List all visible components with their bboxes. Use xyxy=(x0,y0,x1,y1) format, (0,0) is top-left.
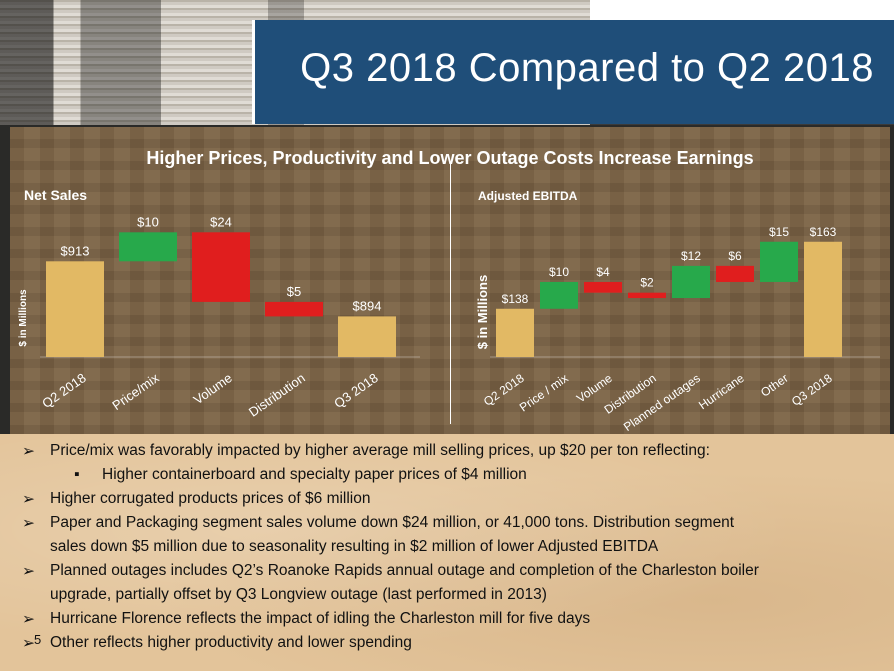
data-label: $10 xyxy=(549,265,569,279)
data-label: $913 xyxy=(61,243,90,258)
x-tick-label: Price / mix xyxy=(517,371,571,415)
y-axis-label: $ in Millions xyxy=(475,275,490,349)
bullet-text: Higher containerboard and specialty pape… xyxy=(102,466,527,483)
data-label: $4 xyxy=(596,265,610,279)
bullet-text: Other reflects higher productivity and l… xyxy=(50,634,412,651)
data-label: $894 xyxy=(353,298,382,313)
bullet-item: ➢ Paper and Packaging segment sales volum… xyxy=(22,514,734,532)
arrow-bullet-icon: ➢ xyxy=(22,491,35,508)
arrow-bullet-icon: ➢ xyxy=(22,611,35,628)
bar-increase xyxy=(540,281,578,309)
commentary-panel xyxy=(0,434,894,671)
data-label: $2 xyxy=(640,276,654,290)
data-label: $163 xyxy=(810,225,837,239)
bullet-text: Hurricane Florence reflects the impact o… xyxy=(50,610,591,627)
bar-total xyxy=(46,261,104,357)
bullet-item: sales down $5 million due to seasonality… xyxy=(22,538,658,556)
title-band: Q3 2018 Compared to Q2 2018 xyxy=(252,20,894,124)
bar-decrease xyxy=(192,232,250,302)
bullet-text: Price/mix was favorably impacted by high… xyxy=(50,442,710,459)
arrow-bullet-icon: ➢ xyxy=(22,563,35,580)
bar-decrease xyxy=(628,292,666,299)
bar-decrease xyxy=(716,265,754,282)
bar-decrease xyxy=(584,281,622,293)
bullet-item: ➢ Higher corrugated products prices of $6… xyxy=(22,490,371,508)
square-bullet-icon: ▪ xyxy=(74,466,80,483)
bullet-item: upgrade, partially offset by Q3 Longview… xyxy=(22,586,547,604)
x-tick-label: Q3 2018 xyxy=(789,371,835,409)
slide-title: Q3 2018 Compared to Q2 2018 xyxy=(300,46,874,90)
bullet-item: ➢ Other reflects higher productivity and … xyxy=(22,634,412,652)
data-label: $5 xyxy=(287,284,301,299)
data-label: $10 xyxy=(137,214,159,229)
data-label: $6 xyxy=(728,249,742,263)
x-tick-label: Hurricane xyxy=(696,371,747,412)
chart-divider xyxy=(450,162,451,424)
arrow-bullet-icon: ➢ xyxy=(22,443,35,460)
bullet-text: sales down $5 million due to seasonality… xyxy=(50,538,659,555)
bar-total xyxy=(496,308,534,357)
bar-total xyxy=(804,241,842,357)
bar-increase xyxy=(760,241,798,282)
data-label: $138 xyxy=(502,292,529,306)
bar-increase xyxy=(672,265,710,299)
bullet-text: Paper and Packaging segment sales volume… xyxy=(50,514,735,531)
data-label: $12 xyxy=(681,249,701,263)
bullet-item: ➢ Price/mix was favorably impacted by hig… xyxy=(22,442,710,460)
bullet-item: ▪ Higher containerboard and specialty pap… xyxy=(74,466,527,484)
x-tick-label: Planned outages xyxy=(621,371,703,434)
arrow-bullet-icon: ➢ xyxy=(22,635,35,652)
chart-title: Adjusted EBITDA xyxy=(478,189,578,203)
chart-title: Net Sales xyxy=(24,187,87,203)
chart-headline: Higher Prices, Productivity and Lower Ou… xyxy=(146,148,754,168)
arrow-bullet-icon: ➢ xyxy=(22,515,35,532)
bar-total xyxy=(338,316,396,357)
bullet-item: ➢ Planned outages includes Q2’s Roanoke R… xyxy=(22,562,759,580)
bullet-text: upgrade, partially offset by Q3 Longview… xyxy=(50,586,547,603)
data-label: $24 xyxy=(210,214,232,229)
bullet-text: Planned outages includes Q2’s Roanoke Ra… xyxy=(50,562,759,579)
y-axis-label: $ in Millions xyxy=(18,289,29,347)
x-tick-label: Other xyxy=(758,371,791,400)
bullet-item: ➢ Hurricane Florence reflects the impact … xyxy=(22,610,590,628)
bar-increase xyxy=(119,232,177,262)
bullet-text: Higher corrugated products prices of $6 … xyxy=(50,490,371,507)
data-label: $15 xyxy=(769,225,789,239)
bar-decrease xyxy=(265,301,323,317)
page-number: 5 xyxy=(34,632,42,647)
